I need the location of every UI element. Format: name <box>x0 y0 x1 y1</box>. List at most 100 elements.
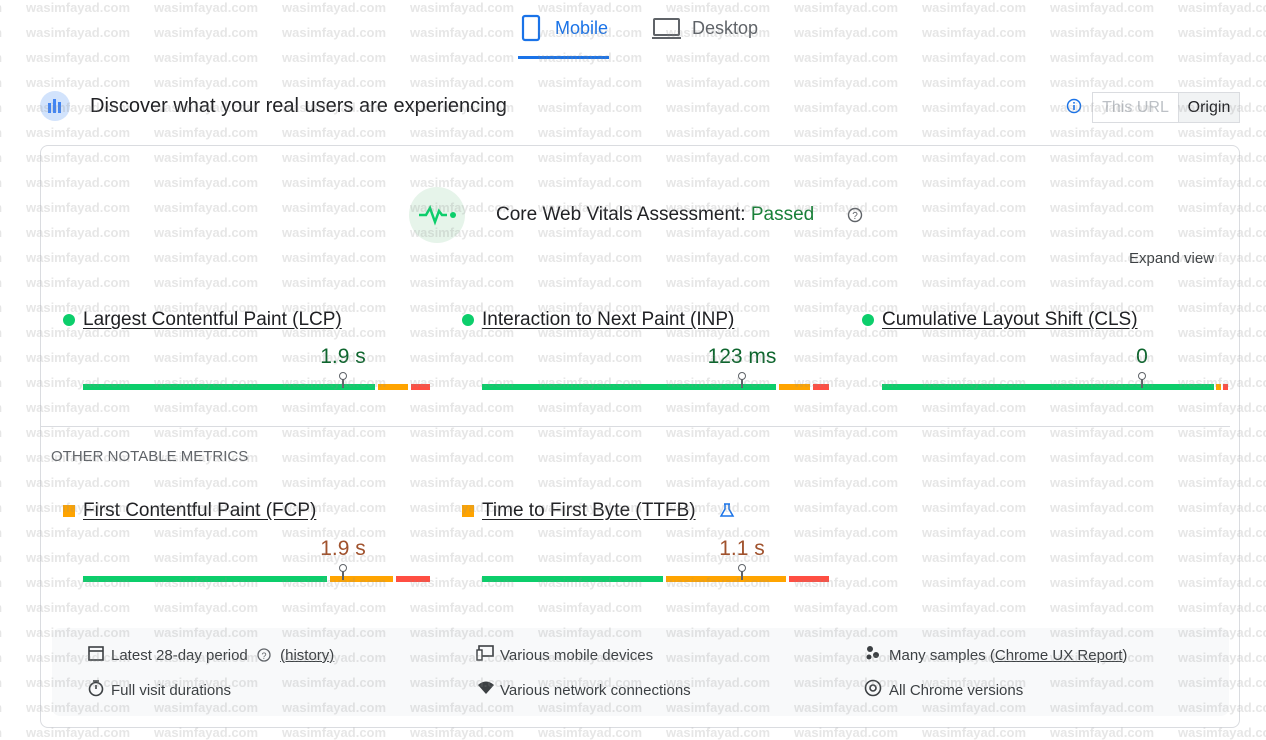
bar-poor <box>789 576 829 582</box>
metric-name[interactable]: Time to First Byte (TTFB) <box>482 500 696 521</box>
watermark: wasimfayad.com <box>154 75 259 90</box>
watermark: wasimfayad.com <box>154 25 259 40</box>
watermark: wasimfayad.com <box>0 725 2 740</box>
crux-icon <box>40 91 70 121</box>
metric-name[interactable]: First Contentful Paint (FCP) <box>83 500 317 521</box>
metric-value: 1.9 s <box>320 537 366 560</box>
period: Latest 28-day period <box>111 647 248 664</box>
bar-poor <box>813 384 829 390</box>
marker <box>741 378 743 388</box>
status-square <box>462 505 474 517</box>
watermark: wasimfayad.com <box>538 0 643 15</box>
watermark: wasimfayad.com <box>26 0 131 15</box>
status-square <box>63 505 75 517</box>
bar-ni <box>666 576 786 582</box>
help-icon[interactable]: ? <box>847 207 863 223</box>
watermark: wasimfayad.com <box>0 250 2 265</box>
info-icon[interactable] <box>1066 98 1082 114</box>
metric-value: 123 ms <box>707 345 777 368</box>
watermark: wasimfayad.com <box>0 300 2 315</box>
watermark: wasimfayad.com <box>0 625 2 640</box>
assessment: Core Web Vitals Assessment: Passed <box>496 204 814 226</box>
calendar-icon <box>88 646 104 661</box>
marker <box>738 372 746 380</box>
watermark: wasimfayad.com <box>0 325 2 340</box>
watermark: wasimfayad.com <box>1178 50 1266 65</box>
assessment-label: Core Web Vitals Assessment: <box>496 204 746 225</box>
help-icon[interactable]: ? <box>256 648 272 662</box>
network-icon <box>478 681 494 694</box>
footer-connections: Various network connections <box>500 682 691 699</box>
toggle-this-url[interactable]: This URL <box>1092 92 1179 123</box>
bar-good <box>482 384 776 390</box>
watermark: wasimfayad.com <box>0 50 2 65</box>
footer-period: Latest 28-day period ? (history) <box>111 647 334 664</box>
watermark: wasimfayad.com <box>0 75 2 90</box>
card <box>40 145 1240 728</box>
bar-ni <box>779 384 810 390</box>
watermark: wasimfayad.com <box>0 100 2 115</box>
watermark: wasimfayad.com <box>282 125 387 140</box>
watermark: wasimfayad.com <box>0 425 2 440</box>
watermark: wasimfayad.com <box>538 125 643 140</box>
watermark: wasimfayad.com <box>0 0 2 15</box>
watermark: wasimfayad.com <box>1050 50 1155 65</box>
marker <box>339 372 347 380</box>
bar-good <box>482 576 663 582</box>
watermark: wasimfayad.com <box>0 675 2 690</box>
watermark: wasimfayad.com <box>26 125 131 140</box>
watermark: wasimfayad.com <box>0 525 2 540</box>
watermark: wasimfayad.com <box>794 50 899 65</box>
watermark: wasimfayad.com <box>0 25 2 40</box>
marker <box>741 570 743 580</box>
watermark: wasimfayad.com <box>154 125 259 140</box>
watermark: wasimfayad.com <box>0 400 2 415</box>
watermark: wasimfayad.com <box>922 75 1027 90</box>
expand-view[interactable]: Expand view <box>1129 250 1215 267</box>
watermark: wasimfayad.com <box>922 125 1027 140</box>
watermark: wasimfayad.com <box>1178 0 1266 15</box>
crux-link[interactable]: Chrome UX Report <box>994 647 1123 664</box>
mobile-icon <box>521 14 541 42</box>
watermark: wasimfayad.com <box>410 125 515 140</box>
desktop-icon <box>652 18 681 39</box>
watermark: wasimfayad.com <box>666 125 771 140</box>
metric-name[interactable]: Cumulative Layout Shift (CLS) <box>882 309 1138 330</box>
marker <box>738 564 746 572</box>
watermark: wasimfayad.com <box>0 475 2 490</box>
watermark: wasimfayad.com <box>0 225 2 240</box>
toggle-origin[interactable]: Origin <box>1178 92 1240 123</box>
watermark: wasimfayad.com <box>410 75 515 90</box>
assessment-status: Passed <box>750 204 815 225</box>
watermark: wasimfayad.com <box>26 50 131 65</box>
watermark: wasimfayad.com <box>282 25 387 40</box>
watermark: wasimfayad.com <box>1050 125 1155 140</box>
history-link[interactable]: (history) <box>280 647 335 664</box>
metric-name[interactable]: Interaction to Next Paint (INP) <box>482 309 735 330</box>
watermark: wasimfayad.com <box>922 100 1027 115</box>
metric-value: 1.1 s <box>719 537 765 560</box>
samples-suffix: ) <box>1122 647 1128 664</box>
bar-poor <box>1223 384 1228 390</box>
metric-name[interactable]: Largest Contentful Paint (LCP) <box>83 309 342 330</box>
watermark: wasimfayad.com <box>922 0 1027 15</box>
samples-icon <box>866 646 879 660</box>
svg-text:?: ? <box>852 211 858 222</box>
watermark: wasimfayad.com <box>794 25 899 40</box>
bar-good <box>83 576 327 582</box>
tab-mobile[interactable]: Mobile <box>555 18 609 38</box>
lab-icon[interactable] <box>719 502 735 518</box>
tab-desktop[interactable]: Desktop <box>692 18 759 38</box>
watermark: wasimfayad.com <box>282 0 387 15</box>
watermark: wasimfayad.com <box>0 275 2 290</box>
watermark: wasimfayad.com <box>0 375 2 390</box>
watermark: wasimfayad.com <box>1050 0 1155 15</box>
marker <box>1141 378 1143 388</box>
chrome-icon <box>864 679 882 697</box>
watermark: wasimfayad.com <box>0 150 2 165</box>
watermark: wasimfayad.com <box>410 25 515 40</box>
watermark: wasimfayad.com <box>794 100 899 115</box>
watermark: wasimfayad.com <box>154 0 259 15</box>
watermark: wasimfayad.com <box>666 0 771 15</box>
